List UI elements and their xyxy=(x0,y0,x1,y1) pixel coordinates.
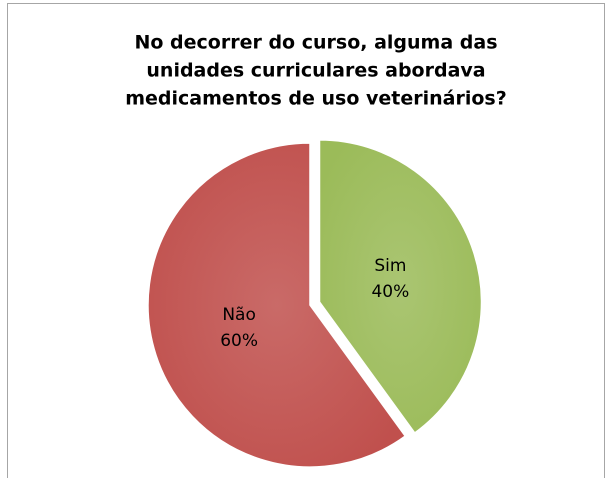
pie-slice xyxy=(318,139,483,435)
slice-category-label: Sim xyxy=(374,256,406,276)
chart-title: medicamentos de uso veterinários? xyxy=(125,88,507,110)
chart-title: unidades curriculares abordava xyxy=(146,60,485,82)
chart-title: No decorrer do curso, alguma das xyxy=(134,32,497,54)
slice-value-label: 60% xyxy=(220,331,258,351)
slice-value-label: 40% xyxy=(371,282,409,302)
pie-slice xyxy=(147,142,407,468)
slice-category-label: Não xyxy=(222,305,256,325)
